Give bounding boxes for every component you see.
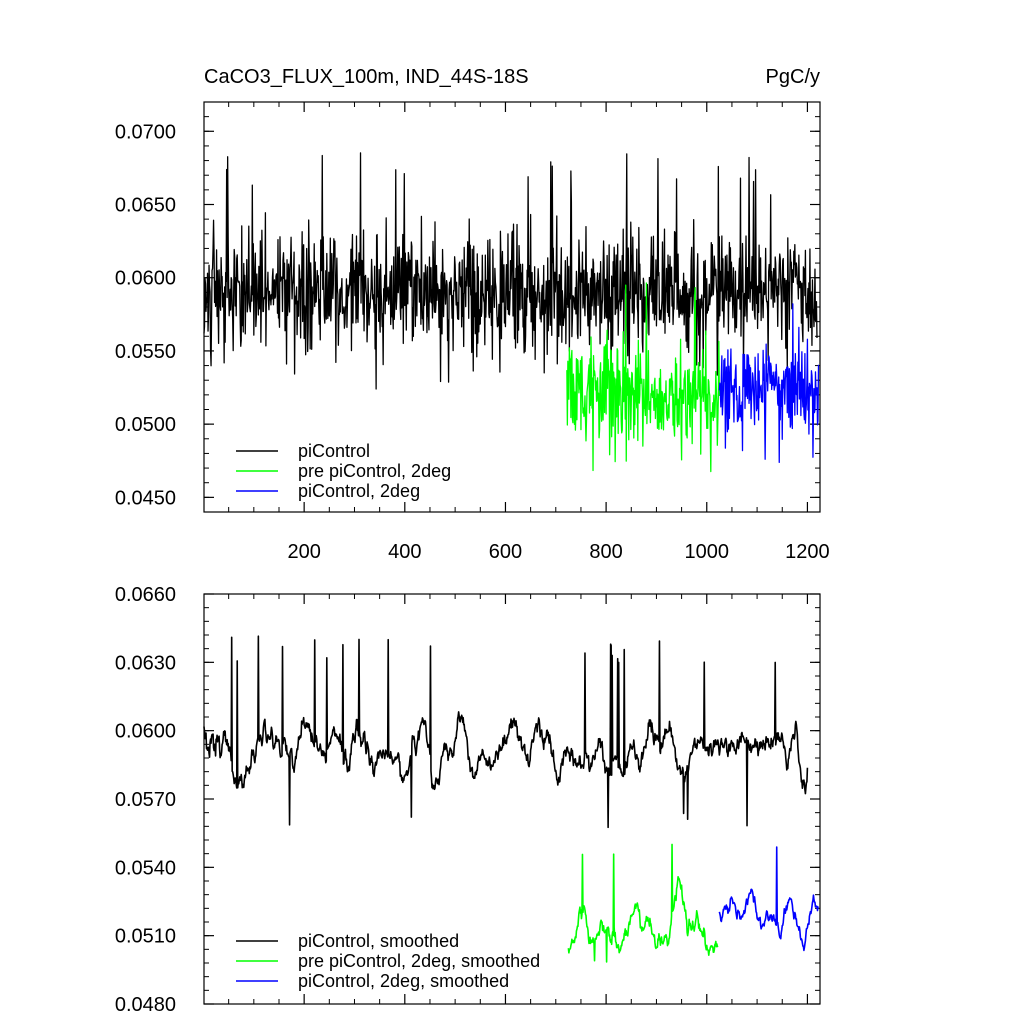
top-ytick-label: 0.0500 bbox=[115, 414, 176, 436]
top-ytick-label: 0.0550 bbox=[115, 341, 176, 363]
top-ytick-label: 0.0450 bbox=[115, 487, 176, 509]
top-legend-label-1: pre piControl, 2deg bbox=[298, 461, 451, 481]
top-legend-label-2: piControl, 2deg bbox=[298, 481, 420, 501]
bot-ytick-label: 0.0630 bbox=[115, 652, 176, 674]
bottom-plot-frame bbox=[203, 593, 821, 1005]
top-xtick-label: 400 bbox=[388, 541, 421, 563]
bot-legend-label-2: piControl, 2deg, smoothed bbox=[298, 971, 509, 991]
bottom-panel: 0.0480 0.0510 0.0540 0.0570 0.0600 0.0630 0.06… bbox=[115, 584, 821, 1016]
top-xtick-label: 1000 bbox=[685, 541, 730, 563]
top-xtick-label: 800 bbox=[589, 541, 622, 563]
top-plot-frame bbox=[203, 101, 821, 513]
bot-ytick-label: 0.0540 bbox=[115, 857, 176, 879]
top-ytick-label: 0.0650 bbox=[115, 195, 176, 217]
bot-ytick-label: 0.0570 bbox=[115, 789, 176, 811]
top-legend-label-0: piControl bbox=[298, 441, 370, 461]
top-plot-area: 0.0450 0.0500 0.0550 0.0600 0.0650 0.0700 200 4… bbox=[115, 101, 830, 563]
top-panel: CaCO3_FLUX_100m, IND_44S-18S PgC/y 0.045… bbox=[115, 66, 830, 563]
top-xtick-label: 600 bbox=[489, 541, 522, 563]
top-series-line-0 bbox=[203, 152, 818, 390]
top-series-line-1 bbox=[566, 282, 720, 473]
bot-legend-label-0: piControl, smoothed bbox=[298, 931, 459, 951]
bot-ytick-label: 0.0510 bbox=[115, 926, 176, 948]
top-xtick-label: 200 bbox=[287, 541, 320, 563]
bottom-plot-area: 0.0480 0.0510 0.0540 0.0570 0.0600 0.0630 0.06… bbox=[115, 584, 820, 1016]
top-ytick-label: 0.0700 bbox=[115, 121, 176, 143]
bot-ytick-label: 0.0480 bbox=[115, 994, 176, 1016]
bot-ytick-label: 0.0660 bbox=[115, 584, 176, 606]
top-xtick-label: 1200 bbox=[785, 541, 830, 563]
chart-title: CaCO3_FLUX_100m, IND_44S-18S bbox=[204, 66, 529, 88]
bot-ytick-label: 0.0600 bbox=[115, 721, 176, 743]
bot-series-line-0 bbox=[203, 635, 809, 829]
chart-units: PgC/y bbox=[766, 66, 820, 88]
top-series-line-2 bbox=[718, 303, 820, 463]
bot-series-line-2 bbox=[718, 846, 819, 952]
bot-legend-label-1: pre piControl, 2deg, smoothed bbox=[298, 951, 540, 971]
bot-series-line-1 bbox=[567, 843, 719, 963]
top-ytick-label: 0.0600 bbox=[115, 268, 176, 290]
